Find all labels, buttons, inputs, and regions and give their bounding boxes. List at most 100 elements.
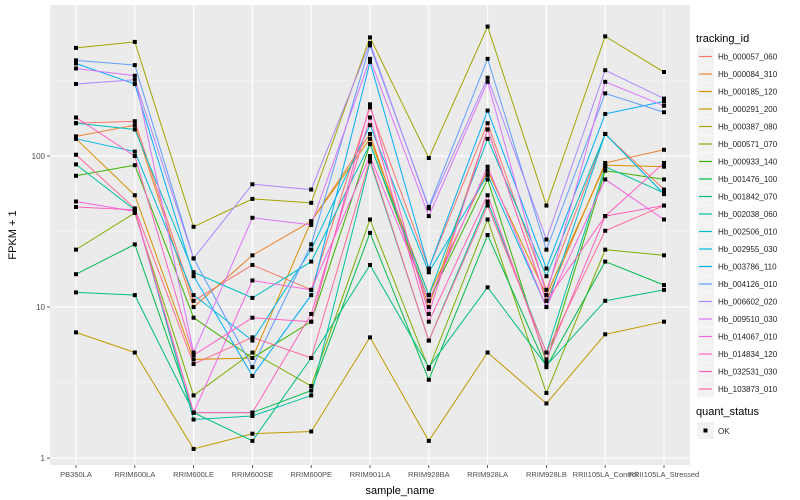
data-point bbox=[74, 173, 78, 178]
legend-label: Hb_002506_010 bbox=[718, 228, 778, 237]
legend-label: Hb_002038_060 bbox=[718, 210, 778, 219]
data-point bbox=[662, 253, 666, 258]
data-point bbox=[426, 319, 431, 324]
data-point bbox=[368, 262, 372, 267]
data-point bbox=[603, 111, 608, 116]
data-point bbox=[309, 242, 314, 247]
legend-title: tracking_id bbox=[696, 33, 749, 45]
data-point bbox=[250, 253, 255, 258]
data-point bbox=[662, 282, 666, 287]
data-point bbox=[309, 222, 314, 227]
data-point bbox=[191, 315, 196, 320]
data-point bbox=[250, 182, 255, 187]
data-point bbox=[191, 417, 196, 422]
data-point bbox=[368, 335, 372, 340]
data-point bbox=[250, 278, 255, 283]
data-point bbox=[250, 413, 255, 418]
data-point bbox=[485, 168, 490, 173]
data-point bbox=[485, 24, 490, 29]
data-point bbox=[544, 401, 549, 406]
data-point bbox=[368, 41, 372, 46]
data-point bbox=[544, 305, 549, 310]
data-point bbox=[74, 290, 78, 295]
data-point bbox=[309, 311, 314, 316]
legend-label: Hb_000185_120 bbox=[718, 88, 778, 97]
data-point bbox=[662, 164, 666, 169]
data-point bbox=[662, 203, 666, 208]
data-point bbox=[191, 393, 196, 398]
data-point bbox=[662, 147, 666, 152]
data-point bbox=[603, 160, 608, 165]
data-point bbox=[368, 43, 372, 48]
legend-label: Hb_014067_010 bbox=[718, 333, 778, 342]
data-point bbox=[309, 187, 314, 192]
data-point bbox=[74, 115, 78, 120]
data-point bbox=[426, 311, 431, 316]
data-point bbox=[250, 196, 255, 201]
data-point bbox=[662, 160, 666, 165]
data-point bbox=[74, 272, 78, 277]
data-point bbox=[662, 96, 666, 101]
data-point bbox=[485, 233, 490, 237]
data-point bbox=[603, 79, 608, 84]
data-point bbox=[368, 230, 372, 235]
data-point bbox=[368, 157, 372, 162]
data-point bbox=[74, 204, 78, 209]
data-point bbox=[368, 105, 372, 110]
x-tick-label: RRIM600LA bbox=[114, 470, 155, 479]
data-point bbox=[603, 168, 608, 173]
data-point bbox=[485, 285, 490, 290]
data-point bbox=[250, 215, 255, 220]
data-point bbox=[544, 360, 549, 365]
data-point bbox=[426, 206, 431, 211]
data-point bbox=[74, 45, 78, 50]
data-point bbox=[485, 79, 490, 84]
data-point bbox=[191, 353, 196, 358]
data-point bbox=[309, 293, 314, 298]
data-point bbox=[132, 63, 137, 68]
data-point bbox=[544, 274, 549, 279]
data-point bbox=[309, 388, 314, 393]
legend-label: Hb_000084_310 bbox=[718, 70, 778, 79]
data-point bbox=[603, 332, 608, 337]
legend2-title: quant_status bbox=[696, 406, 759, 418]
data-point bbox=[250, 373, 255, 378]
legend-label: Hb_003786_110 bbox=[718, 263, 777, 272]
data-point bbox=[250, 355, 255, 360]
data-point bbox=[603, 34, 608, 39]
data-point bbox=[191, 298, 196, 303]
data-point bbox=[603, 247, 608, 252]
data-point bbox=[250, 262, 255, 267]
data-point bbox=[132, 163, 137, 168]
data-point bbox=[485, 56, 490, 61]
data-point bbox=[191, 446, 196, 451]
legend-label: Hb_002955_030 bbox=[718, 245, 778, 254]
data-point bbox=[132, 350, 137, 355]
legend-label: Hb_000057_060 bbox=[718, 53, 778, 62]
data-point bbox=[426, 293, 431, 298]
data-point bbox=[544, 298, 549, 303]
data-point bbox=[132, 293, 137, 298]
data-point bbox=[132, 149, 137, 154]
data-point bbox=[191, 410, 196, 415]
data-point bbox=[309, 219, 314, 224]
data-point bbox=[132, 77, 137, 82]
data-point bbox=[485, 127, 490, 132]
legend-label: Hb_001842_070 bbox=[718, 193, 778, 202]
data-point bbox=[544, 350, 549, 355]
data-point bbox=[603, 131, 608, 136]
legend-label: Hb_000291_200 bbox=[718, 105, 778, 114]
data-point bbox=[309, 319, 314, 324]
data-point bbox=[426, 305, 431, 310]
data-point bbox=[544, 357, 549, 362]
y-tick-label: 10 bbox=[36, 303, 45, 312]
data-point bbox=[485, 203, 490, 208]
data-point bbox=[603, 68, 608, 73]
data-point bbox=[544, 287, 549, 292]
data-point bbox=[132, 81, 137, 86]
data-point bbox=[309, 200, 314, 205]
data-point bbox=[426, 338, 431, 343]
data-point bbox=[662, 70, 666, 75]
data-point bbox=[662, 187, 666, 192]
data-point bbox=[191, 305, 196, 310]
